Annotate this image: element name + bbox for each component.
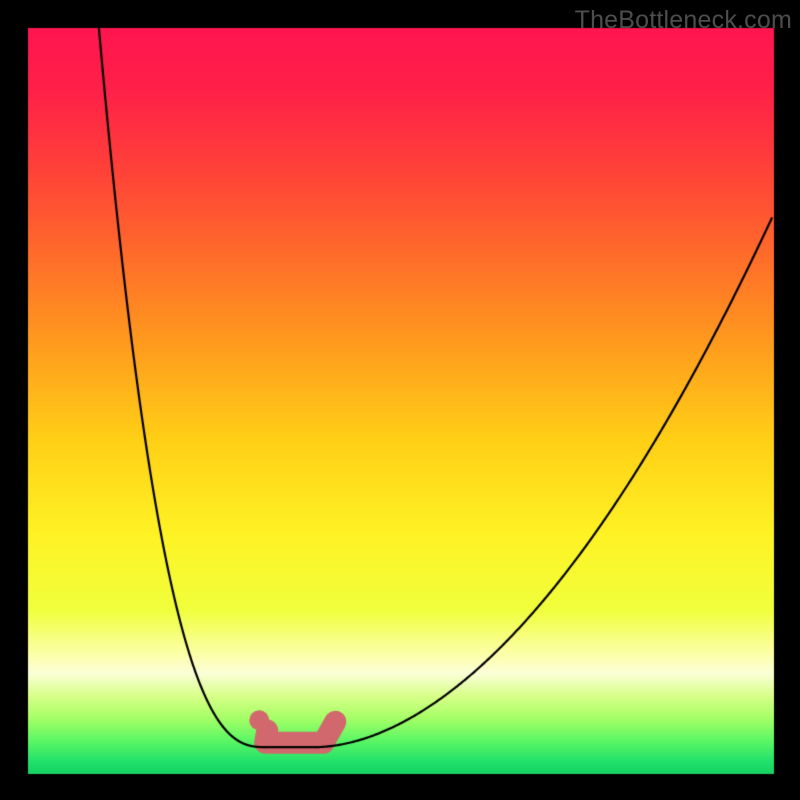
watermark-text: TheBottleneck.com [575,6,792,35]
bottleneck-curve [0,0,800,800]
chart-stage: TheBottleneck.com [0,0,800,800]
